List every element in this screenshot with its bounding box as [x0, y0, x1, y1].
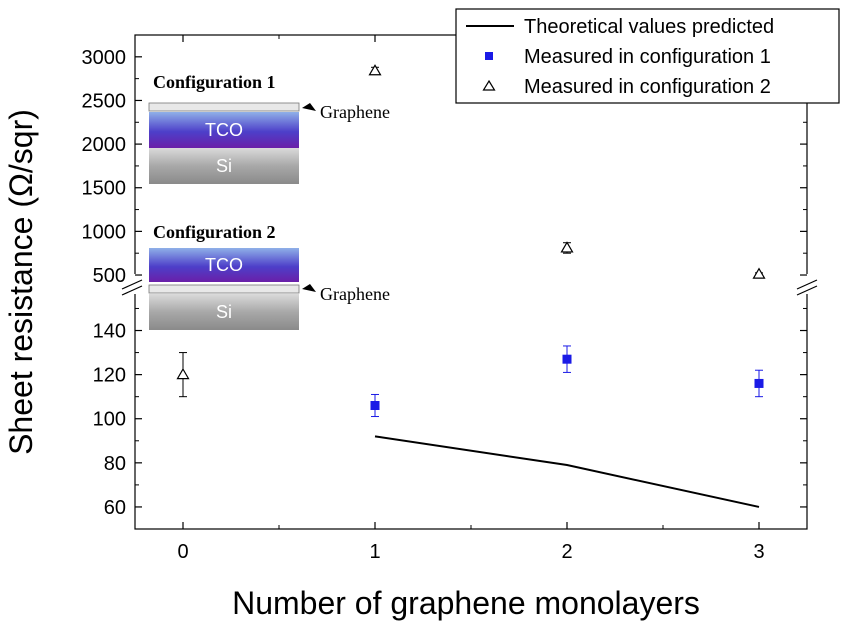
legend-triangle-swatch	[482, 79, 496, 91]
y-tick-label: 1500	[82, 178, 127, 200]
inset-1-tco-layer	[149, 112, 299, 148]
y-tick-label: 140	[93, 321, 126, 343]
config2-point	[560, 241, 574, 253]
x-tick-label: 3	[753, 541, 764, 563]
y-axis-title: Sheet resistance (Ω/sqr)	[3, 109, 39, 455]
inset-1-graphene-label: Graphene	[320, 102, 390, 122]
y-tick-label: 500	[93, 265, 126, 287]
inset-2-graphene-label: Graphene	[320, 284, 390, 304]
inset-configuration-1: Configuration 1 TCO Si Graphene	[148, 72, 390, 184]
x-tick-label: 1	[369, 541, 380, 563]
data-series	[176, 64, 766, 508]
y-tick-label: 80	[104, 453, 126, 475]
inset-1-arrow	[302, 103, 316, 111]
legend-label-config1: Measured in configuration 1	[524, 46, 771, 68]
x-axis-title: Number of graphene monolayers	[232, 585, 700, 621]
y-tick-label: 60	[104, 497, 126, 519]
axis-break-left	[121, 274, 143, 296]
inset-1-graphene-layer	[148, 102, 300, 112]
legend-box	[455, 8, 840, 104]
y-tick-label: 2000	[82, 134, 127, 156]
x-tick-label: 2	[561, 541, 572, 563]
legend-label-theoretical: Theoretical values predicted	[524, 16, 774, 38]
inset-2-tco-label: TCO	[205, 255, 243, 275]
y-axis-ticks: 500 1000 1500 2000 2500 3000 60 80 100 120 140	[82, 47, 807, 519]
inset-1-si-layer	[149, 148, 299, 184]
y-tick-label: 100	[93, 409, 126, 431]
x-tick-label: 0	[177, 541, 188, 563]
config1-point	[370, 401, 380, 410]
inset-1-si-label: Si	[216, 156, 232, 176]
y-tick-label: 2500	[82, 90, 127, 112]
inset-1-tco-label: TCO	[205, 120, 243, 140]
y-tick-label: 3000	[82, 47, 127, 69]
inset-2-si-label: Si	[216, 302, 232, 322]
inset-1-title: Configuration 1	[153, 72, 276, 92]
inset-2-tco-layer	[149, 248, 299, 282]
config2-point	[752, 267, 766, 279]
config2-point	[368, 64, 382, 76]
inset-2-graphene-layer	[148, 284, 300, 294]
config1-point	[754, 378, 764, 388]
legend: Theoretical values predicted Measured in…	[455, 8, 840, 104]
legend-square-swatch	[485, 52, 493, 60]
y-tick-label: 1000	[82, 221, 127, 243]
inset-configuration-2: Configuration 2 TCO Si Graphene	[148, 222, 390, 330]
legend-label-config2: Measured in configuration 2	[524, 76, 771, 98]
y-tick-label: 120	[93, 365, 126, 387]
inset-2-si-layer	[149, 294, 299, 330]
config2-point	[176, 367, 190, 380]
theoretical-line	[374, 435, 760, 508]
inset-2-title: Configuration 2	[153, 222, 276, 242]
config1-point	[562, 354, 572, 364]
inset-2-arrow	[302, 284, 316, 292]
axis-break-right	[796, 274, 818, 296]
